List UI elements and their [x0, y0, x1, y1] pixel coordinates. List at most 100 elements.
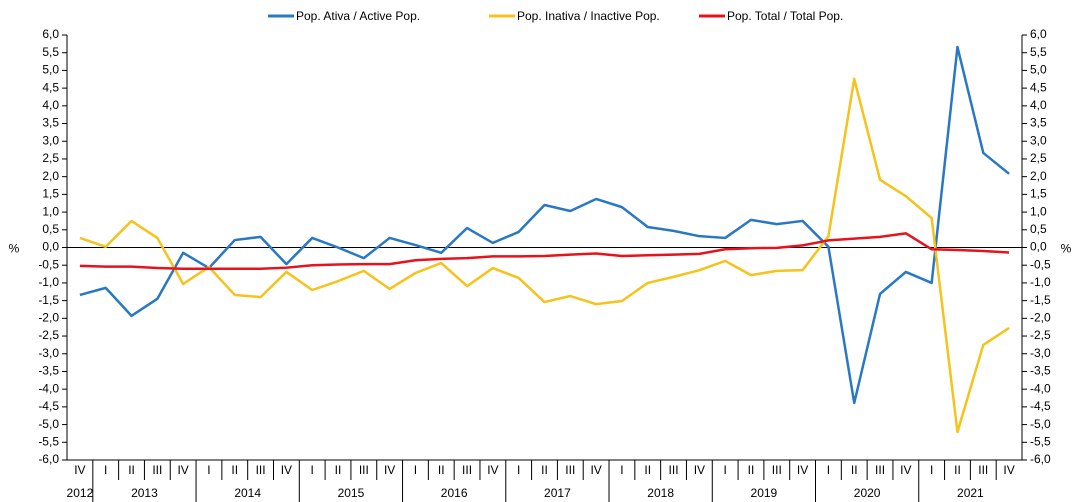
- y2-tick-label: -4,5: [1030, 399, 1051, 413]
- x-tick-label: II: [851, 463, 858, 477]
- y2-tick-label: -4,0: [1030, 381, 1051, 395]
- year-label: 2015: [338, 486, 365, 500]
- y-axis-label: %: [9, 242, 20, 256]
- y-tick-label: 3,5: [42, 116, 59, 130]
- legend-label: Pop. Ativa / Active Pop.: [296, 9, 420, 23]
- x-tick-label: III: [875, 463, 885, 477]
- y2-tick-label: 0,5: [1030, 222, 1047, 236]
- y2-tick-label: -0,5: [1030, 257, 1051, 271]
- x-tick-label: I: [724, 463, 727, 477]
- y2-tick-label: 2,0: [1030, 169, 1047, 183]
- y2-tick-label: -3,0: [1030, 346, 1051, 360]
- x-tick-label: III: [359, 463, 369, 477]
- y-tick-label: -0,5: [38, 257, 59, 271]
- x-tick-label: III: [772, 463, 782, 477]
- y2-tick-label: 1,0: [1030, 204, 1047, 218]
- series-line: [79, 77, 1010, 434]
- series-line: [79, 232, 1010, 270]
- y-tick-label: 0,5: [42, 222, 59, 236]
- x-tick-label: II: [644, 463, 651, 477]
- x-tick-label: I: [207, 463, 210, 477]
- y-tick-label: -2,0: [38, 311, 59, 325]
- x-tick-label: I: [414, 463, 417, 477]
- x-tick-label: IV: [590, 463, 601, 477]
- x-tick-label: IV: [281, 463, 292, 477]
- x-tick-label: II: [748, 463, 755, 477]
- y-tick-label: 4,5: [42, 80, 59, 94]
- y2-tick-label: -1,5: [1030, 293, 1051, 307]
- y-tick-label: 5,5: [42, 45, 59, 59]
- x-tick-label: III: [462, 463, 472, 477]
- year-label: 2016: [441, 486, 468, 500]
- legend-label: Pop. Total / Total Pop.: [727, 9, 843, 23]
- x-tick-label: IV: [487, 463, 498, 477]
- x-tick-label: III: [565, 463, 575, 477]
- y2-axis-label: %: [1061, 242, 1072, 256]
- year-label: 2012: [67, 486, 94, 500]
- x-tick-label: III: [669, 463, 679, 477]
- y-tick-label: 2,0: [42, 169, 59, 183]
- y-tick-label: 1,5: [42, 187, 59, 201]
- x-tick-label: IV: [797, 463, 808, 477]
- y2-tick-label: -5,0: [1030, 417, 1051, 431]
- y-tick-label: 2,5: [42, 151, 59, 165]
- x-tick-label: III: [256, 463, 266, 477]
- x-tick-label: IV: [177, 463, 188, 477]
- y-tick-label: -6,0: [38, 452, 59, 466]
- y-tick-label: -4,5: [38, 399, 59, 413]
- year-label: 2021: [957, 486, 984, 500]
- y-tick-label: 4,0: [42, 98, 59, 112]
- y2-tick-label: 3,0: [1030, 133, 1047, 147]
- year-label: 2018: [647, 486, 674, 500]
- y2-tick-label: 4,5: [1030, 80, 1047, 94]
- y-tick-label: -2,5: [38, 328, 59, 342]
- year-label: 2019: [751, 486, 778, 500]
- legend-label: Pop. Inativa / Inactive Pop.: [517, 9, 660, 23]
- y2-tick-label: 2,5: [1030, 151, 1047, 165]
- x-tick-label: I: [517, 463, 520, 477]
- y2-tick-label: -5,5: [1030, 434, 1051, 448]
- y2-tick-label: -6,0: [1030, 452, 1051, 466]
- x-tick-label: I: [620, 463, 623, 477]
- y2-tick-label: 5,5: [1030, 45, 1047, 59]
- x-tick-label: III: [978, 463, 988, 477]
- x-tick-label: II: [335, 463, 342, 477]
- y2-tick-label: -2,5: [1030, 328, 1051, 342]
- y-tick-label: -1,5: [38, 293, 59, 307]
- y2-tick-label: 1,5: [1030, 187, 1047, 201]
- y-tick-label: 1,0: [42, 204, 59, 218]
- y-tick-label: -1,0: [38, 275, 59, 289]
- x-tick-label: IV: [694, 463, 705, 477]
- y2-tick-label: 5,0: [1030, 63, 1047, 77]
- y2-tick-label: 0,0: [1030, 240, 1047, 254]
- x-tick-label: I: [104, 463, 107, 477]
- y-tick-label: -5,0: [38, 417, 59, 431]
- y-tick-label: 3,0: [42, 133, 59, 147]
- y-tick-label: 6,0: [42, 27, 59, 41]
- y2-tick-label: 4,0: [1030, 98, 1047, 112]
- year-label: 2020: [854, 486, 881, 500]
- x-tick-label: II: [231, 463, 238, 477]
- x-tick-label: IV: [384, 463, 395, 477]
- y-tick-label: -5,5: [38, 434, 59, 448]
- x-tick-label: I: [827, 463, 830, 477]
- y-tick-label: 5,0: [42, 63, 59, 77]
- y-tick-label: 0,0: [42, 240, 59, 254]
- y2-tick-label: 6,0: [1030, 27, 1047, 41]
- y2-tick-label: -1,0: [1030, 275, 1051, 289]
- year-label: 2013: [131, 486, 158, 500]
- x-tick-label: II: [128, 463, 135, 477]
- y2-tick-label: -3,5: [1030, 364, 1051, 378]
- y2-tick-label: -2,0: [1030, 311, 1051, 325]
- x-tick-label: II: [541, 463, 548, 477]
- y-tick-label: -3,0: [38, 346, 59, 360]
- x-tick-label: IV: [1003, 463, 1014, 477]
- x-tick-label: II: [438, 463, 445, 477]
- x-tick-label: III: [152, 463, 162, 477]
- x-tick-label: I: [311, 463, 314, 477]
- year-label: 2014: [234, 486, 261, 500]
- year-label: 2017: [544, 486, 571, 500]
- x-tick-label: IV: [74, 463, 85, 477]
- y2-tick-label: 3,5: [1030, 116, 1047, 130]
